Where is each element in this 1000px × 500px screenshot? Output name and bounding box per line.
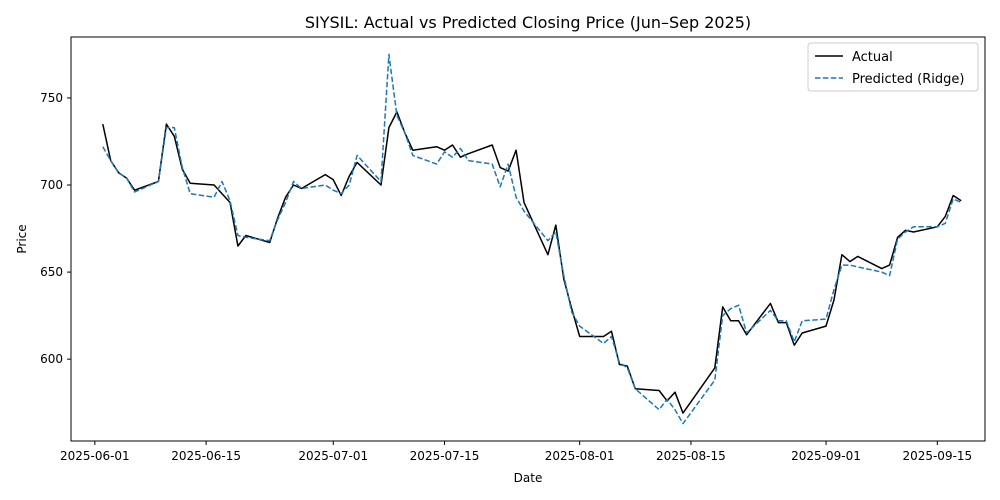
y-tick-label: 700 [40,178,63,192]
x-axis-label: Date [514,471,543,485]
y-axis-label: Price [15,224,29,253]
legend-box [807,42,979,92]
x-tick-label: 2025-09-15 [902,449,972,463]
y-tick-label: 650 [40,265,63,279]
series-layer [102,53,962,425]
y-axis: 600 650 700 750 [40,91,71,366]
series-line-actual [102,111,962,414]
chart-title: SIYSIL: Actual vs Predicted Closing Pric… [305,13,751,32]
x-tick-label: 2025-07-15 [410,449,480,463]
series-line-predicted [102,53,962,425]
x-tick-label: 2025-06-15 [171,449,241,463]
legend-label-actual: Actual [852,50,893,65]
x-axis: 2025-06-01 2025-06-15 2025-07-01 2025-07-15… [60,441,972,463]
x-tick-label: 2025-08-01 [545,449,615,463]
legend-label-predicted: Predicted (Ridge) [852,72,964,87]
plot-frame [70,36,986,442]
y-tick-label: 750 [40,91,63,105]
y-tick-label: 600 [40,352,63,366]
x-tick-label: 2025-06-01 [60,449,130,463]
x-tick-label: 2025-09-01 [791,449,861,463]
x-tick-label: 2025-08-15 [656,449,726,463]
x-tick-label: 2025-07-01 [298,449,368,463]
plot-area: 2025-06-01 2025-06-15 2025-07-01 2025-07-15… [40,36,986,463]
legend: Actual Predicted (Ridge) [807,42,979,92]
